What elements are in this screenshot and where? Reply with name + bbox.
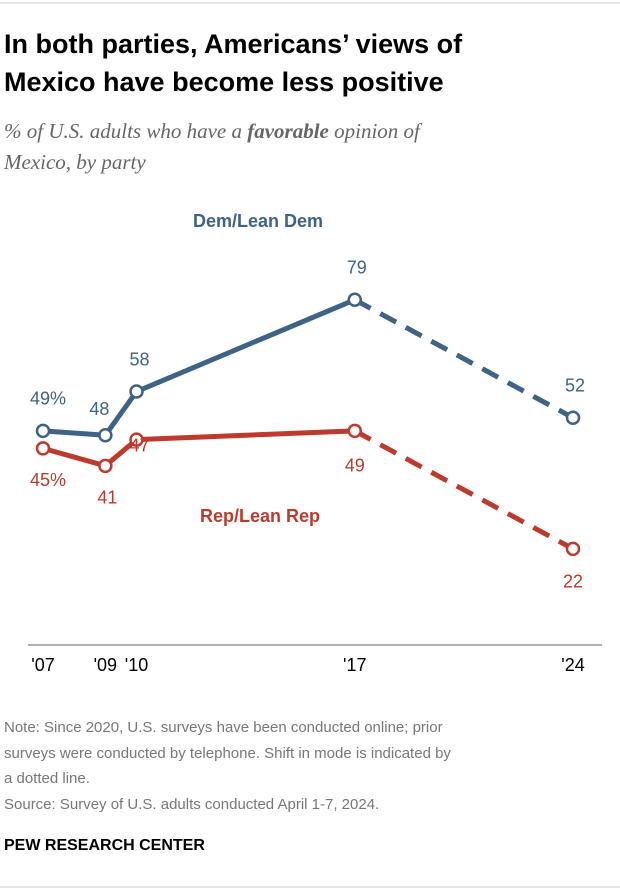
point-marker [98,427,113,443]
point-marker [129,432,144,447]
legend-label: Rep/Lean Rep [200,506,320,526]
data-label: 48 [89,399,109,419]
data-label: 79 [347,258,367,278]
data-label: 52 [565,376,585,396]
data-label: 22 [563,572,583,592]
series-line [353,428,575,552]
legend-label: Dem/Lean Dem [193,211,323,231]
x-tick-label: '17 [343,655,366,675]
data-label: 47 [130,435,150,455]
data-label: 45% [30,470,66,490]
subtitle: Mexico, by party [3,150,146,174]
subtitle-emphasis: favorable [247,119,329,143]
x-tick-label: '07 [31,655,54,675]
note: Note: Since 2020, U.S. surveys have been… [4,719,443,736]
subtitle-text: opinion of [329,119,423,143]
data-label: 49% [30,389,66,409]
data-label: 58 [130,349,150,369]
footer: PEW RESEARCH CENTER [4,837,205,854]
series-line [353,297,575,420]
chart-title: Mexico have become less positive [4,67,444,97]
point-marker [35,423,51,439]
source: Source: Survey of U.S. adults conducted … [4,796,379,813]
series-line [42,297,356,438]
point-marker [129,384,144,399]
series-line [42,428,355,469]
data-label: 41 [97,488,117,508]
x-tick-label: '09 [94,655,117,675]
x-tick-label: '24 [561,655,584,675]
chart-title: In both parties, Americans’ views of [4,29,463,59]
data-label: 49 [345,456,365,476]
x-tick-label: '10 [125,655,148,675]
subtitle: % of U.S. adults who have a favorable op… [4,119,423,143]
point-marker [347,292,363,308]
note: surveys were conducted by telephone. Shi… [4,745,451,762]
note: a dotted line. [4,770,90,787]
point-marker [35,441,51,456]
point-marker [98,458,113,474]
subtitle-text: % of U.S. adults who have a [4,119,247,143]
point-marker [565,541,581,557]
point-marker [565,410,581,426]
point-marker [347,423,363,439]
